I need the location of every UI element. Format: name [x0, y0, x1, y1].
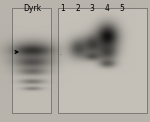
Text: -: - — [60, 52, 62, 57]
Text: Dyrk: Dyrk — [23, 4, 41, 13]
Text: 2: 2 — [76, 4, 80, 13]
Text: 4: 4 — [105, 4, 110, 13]
Text: 5: 5 — [120, 4, 124, 13]
Text: 1: 1 — [61, 4, 65, 13]
Text: 3: 3 — [90, 4, 94, 13]
